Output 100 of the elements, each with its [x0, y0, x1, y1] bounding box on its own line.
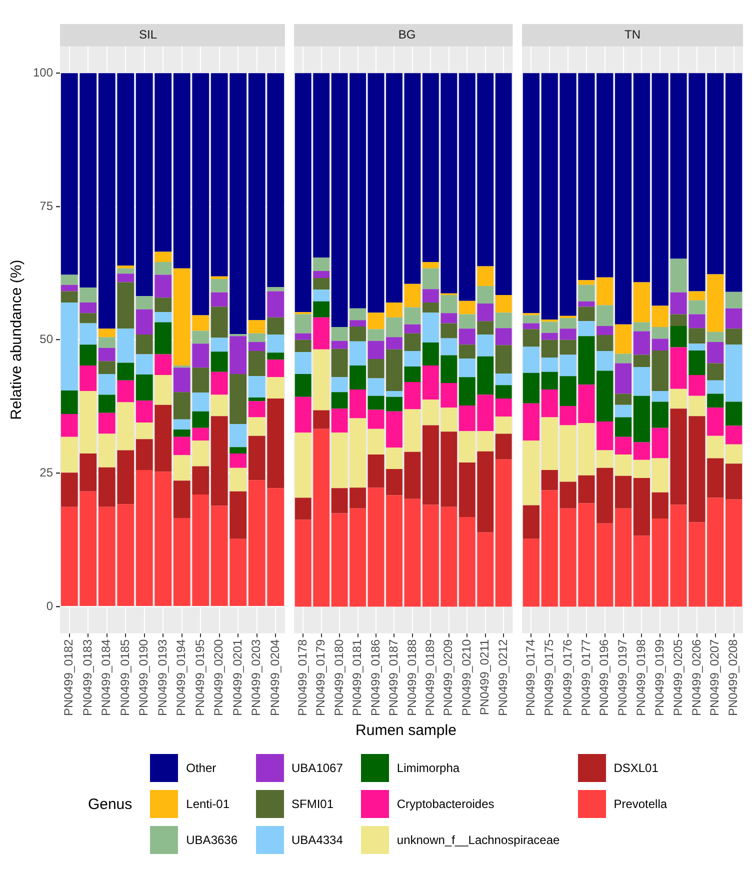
x-tick-label: PN0499_0174: [524, 638, 538, 716]
chart-title: TN: [624, 28, 640, 42]
bar: [652, 327, 668, 339]
bar: [294, 314, 312, 334]
bar: [294, 352, 312, 374]
legend-label: Other: [186, 761, 216, 775]
bar: [173, 429, 190, 437]
bar: [210, 372, 228, 395]
bar: [615, 476, 632, 508]
bar: [707, 436, 724, 458]
bar: [541, 417, 558, 470]
bar: [458, 300, 476, 314]
bar: [154, 298, 172, 312]
bar: [230, 336, 247, 374]
bar: [331, 392, 348, 409]
bar: [331, 340, 348, 349]
bar: [173, 368, 190, 392]
bar: [707, 380, 724, 394]
x-tick-label: PN0499_0212: [496, 638, 510, 716]
legend-label: SFMI01: [292, 797, 334, 811]
bar: [117, 362, 134, 380]
bar: [633, 536, 650, 607]
bar: [386, 396, 402, 412]
bar: [422, 268, 439, 290]
bar: [248, 351, 266, 376]
bar: [522, 323, 540, 330]
bar: [596, 523, 614, 607]
bar: [294, 340, 312, 352]
x-tick-label: PN0499_0209: [441, 638, 456, 716]
bar: [615, 394, 632, 405]
bar: [331, 348, 348, 378]
bar: [522, 538, 540, 607]
bar: [331, 377, 348, 392]
bar: [652, 402, 668, 428]
bar: [136, 296, 153, 310]
x-tick-label: PN0499_0175: [542, 638, 556, 716]
bar: [522, 346, 540, 373]
bar: [688, 291, 706, 300]
bar: [522, 329, 540, 347]
legend-label: UBA1067: [292, 761, 343, 775]
y-tick-label: 100: [32, 65, 54, 80]
bar: [154, 312, 172, 322]
bar: [294, 333, 312, 340]
bar: [440, 323, 458, 338]
bar: [578, 301, 595, 307]
bar: [98, 337, 116, 348]
x-tick-label: PN0499_0189: [423, 638, 438, 716]
x-tick-label: PN0499_0199: [652, 638, 666, 716]
legend-label: Prevotella: [614, 797, 668, 811]
bar: [350, 365, 366, 390]
bar: [495, 459, 512, 607]
bar: [707, 394, 724, 408]
bar: [707, 274, 724, 332]
bar: [541, 357, 558, 372]
bar: [477, 334, 494, 356]
bar: [368, 340, 384, 360]
bar: [633, 322, 650, 332]
bar: [350, 320, 366, 326]
bar: [522, 505, 540, 539]
bar: [615, 454, 632, 476]
bar: [495, 416, 512, 434]
x-tick-label: PN0499_0201: [230, 638, 244, 716]
bar: [136, 354, 153, 375]
bar: [652, 391, 668, 402]
bar: [404, 366, 421, 382]
bar: [313, 258, 330, 272]
bar: [596, 468, 614, 524]
bar: [458, 358, 476, 378]
bar: [495, 345, 512, 374]
bar: [80, 313, 97, 324]
bar: [522, 372, 540, 404]
bar: [154, 252, 172, 262]
bar: [477, 304, 494, 322]
bar: [541, 322, 558, 333]
bar: [368, 396, 384, 410]
bar: [541, 73, 558, 320]
bar: [60, 291, 78, 302]
bar: [726, 402, 742, 426]
bar: [368, 359, 384, 378]
x-tick-label: PN0499_0179: [314, 638, 328, 716]
x-tick-label: PN0499_0183: [80, 638, 94, 716]
bar: [210, 276, 228, 280]
bar: [522, 403, 540, 441]
y-tick-label: 25: [40, 466, 54, 480]
bar: [707, 408, 724, 436]
bar: [368, 410, 384, 429]
bar: [670, 258, 687, 292]
bar: [60, 284, 78, 292]
bar: [230, 453, 247, 468]
bar: [267, 360, 284, 378]
bar: [688, 314, 706, 328]
bar: [386, 337, 402, 350]
x-axis-title: Rumen sample: [354, 722, 458, 739]
bar: [230, 334, 247, 336]
bar: [313, 317, 330, 350]
x-tick-label: PN0499_0194: [174, 638, 188, 716]
bar: [633, 73, 650, 282]
bar: [117, 380, 134, 402]
x-tick-label: PN0499_0206: [689, 638, 704, 716]
bar: [404, 333, 421, 352]
